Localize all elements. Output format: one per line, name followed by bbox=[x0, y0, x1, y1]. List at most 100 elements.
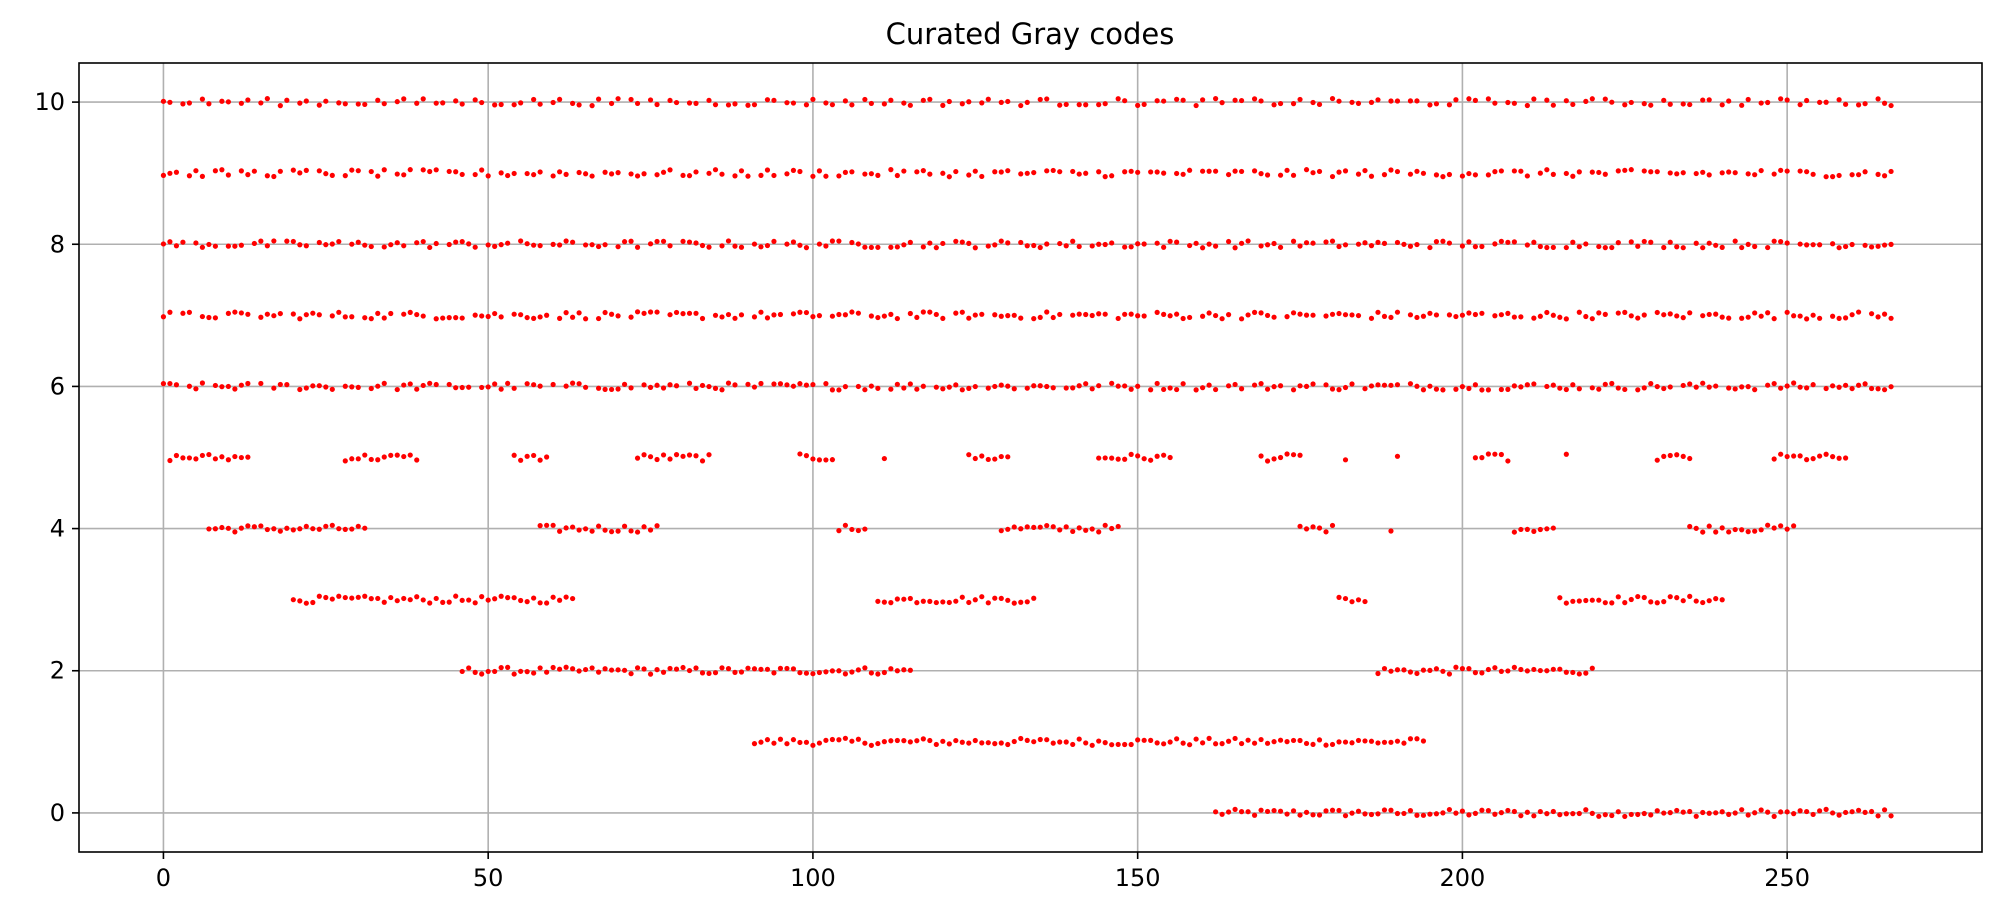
data-point bbox=[654, 172, 660, 178]
data-point bbox=[1706, 97, 1712, 103]
data-point bbox=[355, 523, 361, 529]
data-point bbox=[271, 385, 277, 391]
data-point bbox=[875, 740, 881, 747]
data-point bbox=[972, 383, 978, 390]
data-point bbox=[492, 596, 498, 602]
data-point bbox=[940, 386, 946, 392]
data-point bbox=[888, 97, 894, 103]
data-point bbox=[576, 169, 582, 176]
data-point bbox=[232, 386, 238, 392]
data-point bbox=[1511, 808, 1517, 815]
data-point bbox=[1381, 665, 1388, 672]
data-point bbox=[1784, 809, 1790, 815]
data-point bbox=[1518, 384, 1524, 390]
data-point bbox=[264, 173, 270, 179]
data-point bbox=[654, 667, 660, 673]
data-point bbox=[1076, 525, 1082, 531]
data-point bbox=[219, 384, 225, 390]
data-point bbox=[277, 103, 283, 109]
data-point bbox=[1680, 245, 1686, 251]
data-point bbox=[407, 381, 413, 387]
data-point bbox=[1148, 737, 1154, 743]
data-point bbox=[1440, 387, 1446, 393]
data-point bbox=[1219, 100, 1225, 106]
data-point bbox=[1771, 456, 1777, 462]
data-point bbox=[297, 170, 303, 176]
data-point bbox=[1271, 102, 1277, 108]
data-point bbox=[686, 380, 693, 386]
data-point bbox=[862, 526, 868, 532]
data-point bbox=[446, 381, 452, 388]
data-point bbox=[544, 669, 550, 675]
data-point bbox=[1180, 171, 1186, 177]
data-point bbox=[433, 167, 439, 173]
data-point bbox=[1700, 599, 1706, 606]
data-point bbox=[1414, 383, 1420, 389]
data-point bbox=[1596, 169, 1602, 176]
y-tick-label: 4 bbox=[50, 515, 65, 543]
data-point bbox=[1031, 524, 1037, 530]
data-point bbox=[284, 525, 290, 531]
data-point bbox=[1888, 315, 1894, 321]
data-point bbox=[1213, 741, 1219, 747]
data-point bbox=[628, 96, 634, 103]
data-point bbox=[524, 314, 530, 321]
data-point bbox=[1245, 737, 1251, 743]
data-point bbox=[368, 168, 374, 175]
data-point bbox=[349, 384, 355, 390]
data-point bbox=[440, 100, 446, 106]
data-point bbox=[1550, 525, 1556, 531]
data-point bbox=[1407, 98, 1414, 104]
data-point bbox=[849, 669, 855, 675]
data-point bbox=[615, 667, 621, 673]
data-point bbox=[277, 528, 283, 534]
data-point bbox=[1115, 456, 1121, 462]
data-point bbox=[1200, 245, 1206, 251]
data-point bbox=[1135, 169, 1141, 175]
data-point bbox=[868, 670, 874, 676]
data-point bbox=[1174, 170, 1180, 177]
data-point bbox=[654, 309, 660, 315]
data-point bbox=[1011, 386, 1017, 392]
data-point bbox=[1329, 522, 1336, 529]
data-point bbox=[1200, 740, 1206, 746]
data-point bbox=[1758, 167, 1764, 174]
data-point bbox=[1453, 313, 1459, 320]
data-point bbox=[284, 382, 290, 388]
data-point bbox=[1674, 595, 1680, 601]
data-point bbox=[1018, 315, 1024, 321]
data-point bbox=[914, 738, 920, 744]
data-point bbox=[1433, 386, 1440, 392]
data-point bbox=[927, 598, 933, 604]
data-point bbox=[1238, 740, 1245, 747]
data-point bbox=[1122, 456, 1128, 462]
data-point bbox=[1180, 740, 1186, 746]
x-tick-label: 50 bbox=[473, 864, 504, 892]
data-point bbox=[1797, 384, 1803, 390]
data-point bbox=[1544, 309, 1550, 316]
data-point bbox=[336, 309, 342, 315]
data-point bbox=[1355, 100, 1362, 107]
data-point bbox=[1758, 313, 1764, 319]
data-point bbox=[550, 99, 556, 106]
data-point bbox=[1135, 313, 1141, 319]
data-point bbox=[1355, 597, 1362, 603]
data-point bbox=[303, 312, 309, 318]
data-point bbox=[518, 457, 524, 463]
data-point bbox=[1018, 102, 1024, 109]
data-point bbox=[634, 529, 641, 535]
data-point bbox=[1570, 598, 1576, 604]
data-point bbox=[608, 311, 615, 317]
data-point bbox=[1778, 809, 1784, 815]
data-point bbox=[1615, 168, 1621, 174]
data-point bbox=[1700, 245, 1706, 251]
y-tick-label: 6 bbox=[50, 372, 65, 400]
data-point bbox=[1583, 98, 1589, 104]
data-point bbox=[1076, 171, 1082, 177]
data-point bbox=[1518, 526, 1524, 533]
data-point bbox=[1420, 313, 1427, 319]
data-point bbox=[407, 597, 413, 603]
data-point bbox=[420, 238, 426, 245]
data-point bbox=[1213, 96, 1219, 102]
